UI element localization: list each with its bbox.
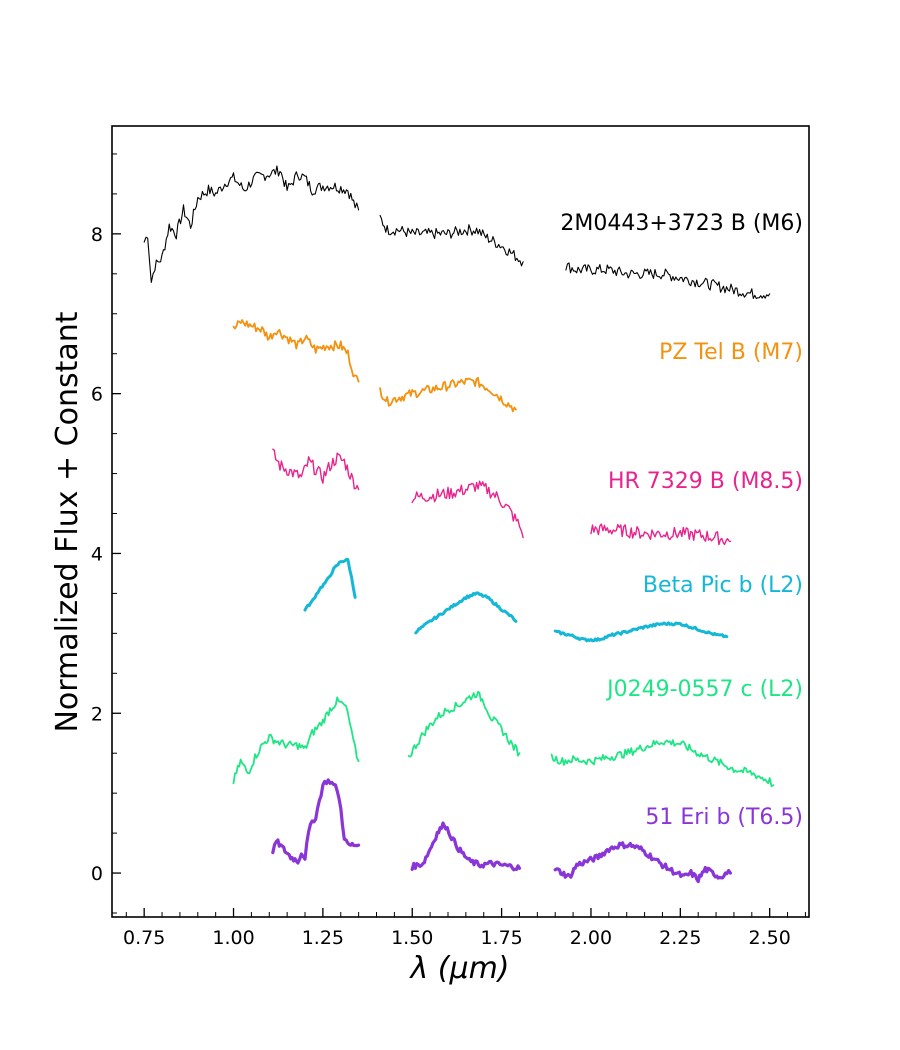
y-tick-label: 0 — [91, 863, 103, 885]
x-tick-label: 1.50 — [391, 927, 433, 949]
series-hr-7329-b-m8-5-segment-2 — [411, 480, 524, 539]
series-j0249-0557-c-l2-segment-3 — [550, 739, 775, 788]
series-51-eri-b-t6-5-segment-2 — [410, 821, 522, 872]
series-label-hr-7329-b-m8-5: HR 7329 B (M8.5) — [608, 469, 803, 494]
series-pz-tel-b-m7-segment-2 — [379, 376, 517, 413]
series-layer — [143, 165, 775, 884]
x-axis-label: λ (μm) — [408, 951, 509, 986]
series-j0249-0557-c-l2-segment-2 — [407, 690, 521, 758]
series-51-eri-b-t6-5-segment-3 — [553, 841, 732, 884]
series-beta-pic-b-l2-segment-2 — [414, 591, 518, 635]
series-label-j0249-0557-c-l2: J0249-0557 c (L2) — [605, 677, 803, 702]
series-hr-7329-b-m8-5 — [272, 448, 732, 546]
series-2m0443-3723-b-m6-segment-1 — [143, 165, 360, 283]
series-beta-pic-b-l2-segment-1 — [303, 557, 357, 612]
series-hr-7329-b-m8-5-segment-3 — [590, 523, 732, 546]
series-label-51-eri-b-t6-5: 51 Eri b (T6.5) — [645, 805, 803, 830]
series-hr-7329-b-m8-5-segment-1 — [272, 448, 360, 491]
series-2m0443-3723-b-m6-segment-2 — [379, 214, 524, 267]
y-tick-label: 8 — [91, 224, 103, 246]
x-tick-label: 0.75 — [123, 927, 165, 949]
series-2m0443-3723-b-m6 — [143, 165, 771, 300]
series-pz-tel-b-m7-segment-1 — [232, 319, 360, 383]
series-label-pz-tel-b-m7: PZ Tel B (M7) — [659, 340, 803, 365]
x-tick-label: 1.00 — [212, 927, 254, 949]
series-51-eri-b-t6-5 — [271, 778, 732, 884]
y-tick-label: 2 — [91, 703, 103, 725]
series-label-2m0443-3723-b-m6: 2M0443+3723 B (M6) — [560, 211, 803, 236]
series-51-eri-b-t6-5-segment-1 — [271, 778, 361, 865]
x-axis-ticks: 0.75 1.00 1.25 1.50 1.75 2.00 2.25 2.50 — [123, 908, 806, 949]
series-label-layer: 2M0443+3723 B (M6) PZ Tel B (M7) HR 7329 B… — [560, 211, 803, 830]
series-beta-pic-b-l2 — [303, 557, 729, 643]
x-tick-label: 1.25 — [302, 927, 344, 949]
y-axis-label: Normalized Flux + Constant — [50, 311, 85, 732]
x-tick-label: 2.00 — [570, 927, 612, 949]
x-tick-label: 2.25 — [659, 927, 701, 949]
series-j0249-0557-c-l2-segment-1 — [232, 696, 360, 785]
x-tick-label: 2.50 — [749, 927, 791, 949]
x-tick-label: 1.75 — [480, 927, 522, 949]
series-j0249-0557-c-l2 — [232, 690, 775, 788]
y-axis-ticks: 0 2 4 6 8 — [91, 153, 121, 914]
series-beta-pic-b-l2-segment-3 — [553, 621, 729, 643]
plot-frame — [111, 125, 810, 918]
series-pz-tel-b-m7 — [232, 319, 517, 413]
y-tick-label: 4 — [91, 543, 103, 565]
series-2m0443-3723-b-m6-segment-3 — [565, 262, 771, 300]
series-label-beta-pic-b-l2: Beta Pic b (L2) — [643, 573, 803, 598]
y-tick-label: 6 — [91, 384, 103, 406]
